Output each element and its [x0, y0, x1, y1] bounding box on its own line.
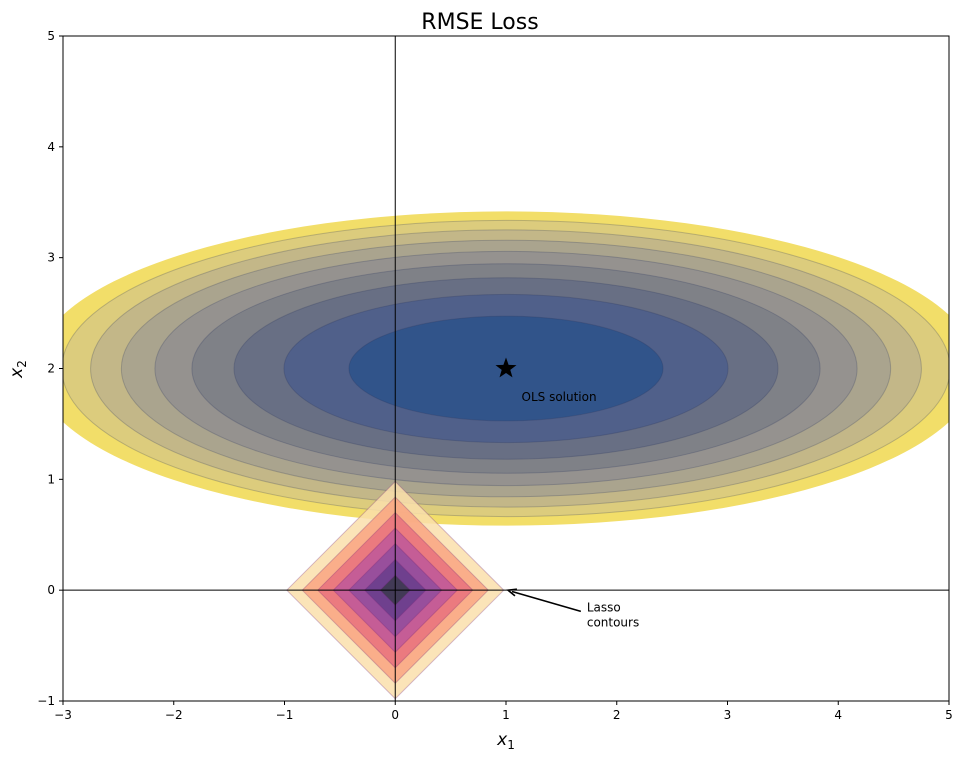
lasso-annotation-label: Lasso contours: [587, 600, 639, 629]
x-tick-label: −2: [165, 708, 183, 722]
x-tick-label: 4: [834, 708, 842, 722]
y-tick-label: 4: [47, 140, 55, 154]
y-tick-label: 2: [47, 362, 55, 376]
y-tick-label: 3: [47, 251, 55, 265]
y-tick-label: −1: [37, 694, 55, 708]
x-tick-label: −3: [54, 708, 72, 722]
x-tick-label: 3: [724, 708, 732, 722]
x-axis-label: x1: [496, 730, 515, 752]
x-tick-label: −1: [276, 708, 294, 722]
x-tick-label: 1: [502, 708, 510, 722]
annotation-arrow-line: [511, 590, 582, 613]
annotation-arrow-head: [506, 588, 518, 597]
y-tick-label: 5: [47, 29, 55, 43]
x-tick-label: 2: [613, 708, 621, 722]
ols-solution-label: OLS solution: [522, 390, 597, 404]
y-tick-label: 0: [47, 583, 55, 597]
ols-star-marker: [495, 357, 517, 378]
y-axis-label: x2: [7, 360, 29, 379]
y-tick-label: 1: [47, 472, 55, 486]
chart-title: RMSE Loss: [421, 10, 538, 35]
x-tick-label: 0: [391, 708, 399, 722]
x-tick-label: 5: [945, 708, 953, 722]
